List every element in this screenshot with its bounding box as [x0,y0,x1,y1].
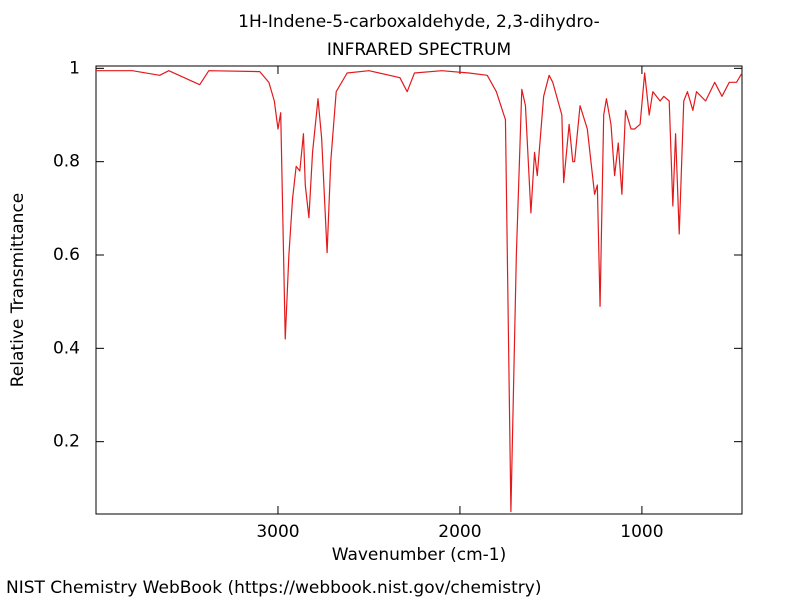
y-axis-label: Relative Transmittance [8,193,28,388]
chart-subtitle: INFRARED SPECTRUM [327,40,511,60]
x-tick-label: 2000 [438,522,481,542]
x-tick-label: 1000 [620,522,663,542]
y-tick-label: 0.8 [53,152,80,172]
x-tick-label: 3000 [256,522,299,542]
y-tick-label: 0.2 [53,432,80,452]
plot-frame [95,65,743,515]
footer: NIST Chemistry WebBook (https://webbook.… [6,578,541,598]
y-tick-label: 0.6 [53,245,80,265]
chart-title: 1H-Indene-5-carboxaldehyde, 2,3-dihydro- [238,12,600,32]
y-tick-label: 1 [69,58,80,78]
y-tick-label: 0.4 [53,338,80,358]
x-axis-label: Wavenumber (cm-1) [332,545,507,565]
spectrum-line [96,70,743,513]
